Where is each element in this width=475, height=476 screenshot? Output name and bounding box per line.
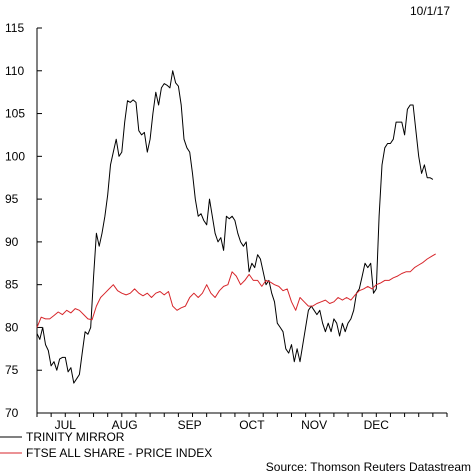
y-tick-label: 105 xyxy=(5,107,25,121)
y-tick-label: 75 xyxy=(5,363,19,377)
x-tick-label: DEC xyxy=(364,418,390,432)
series-lines xyxy=(36,70,436,384)
chart-source: Source: Thomson Reuters Datastream xyxy=(266,460,471,474)
y-tick-label: 70 xyxy=(5,406,19,420)
x-tick-label: SEP xyxy=(178,418,202,432)
x-tick-label: NOV xyxy=(301,418,327,432)
y-tick-label: 90 xyxy=(5,235,19,249)
y-tick-label: 100 xyxy=(5,149,25,163)
legend-label-ftse-all-share: FTSE ALL SHARE - PRICE INDEX xyxy=(26,446,212,460)
legend: TRINITY MIRROR FTSE ALL SHARE - PRICE IN… xyxy=(0,430,212,460)
x-axis: JUL AUG SEP OCT NOV DEC xyxy=(36,412,448,432)
y-tick-label: 115 xyxy=(5,21,24,35)
y-tick-label: 110 xyxy=(5,64,24,78)
x-tick-label: AUG xyxy=(112,418,138,432)
y-axis: 70 75 80 85 90 95 100 105 110 115 xyxy=(5,21,42,420)
y-tick-label: 85 xyxy=(5,278,19,292)
series-line-ftse-all-share xyxy=(36,253,436,328)
series-line-trinity-mirror xyxy=(36,70,434,384)
chart-date: 10/1/17 xyxy=(410,4,450,18)
y-tick-label: 95 xyxy=(5,192,19,206)
y-tick-label: 80 xyxy=(5,320,19,334)
x-tick-label: JUL xyxy=(55,418,77,432)
legend-label-trinity-mirror: TRINITY MIRROR xyxy=(26,430,125,444)
x-tick-label: OCT xyxy=(239,418,265,432)
